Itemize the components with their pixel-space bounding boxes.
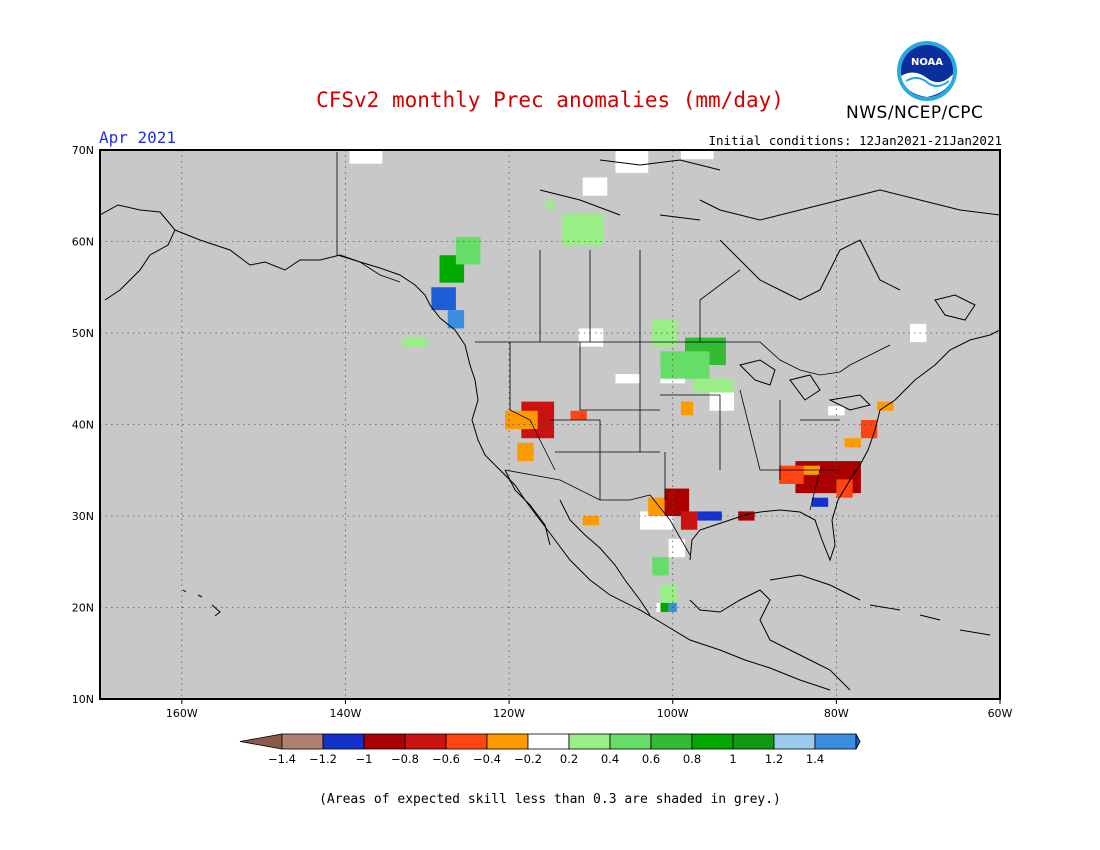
- longitude-label: 80W: [824, 707, 849, 720]
- colorbar-label: 1.4: [806, 752, 824, 766]
- near-zero-cell: [615, 374, 640, 384]
- anomaly-cell: [447, 310, 465, 329]
- colorbar-left-arrow: [239, 733, 283, 750]
- anomaly-cell: [738, 511, 755, 521]
- anomaly-cell: [545, 200, 555, 210]
- grid-lines: [100, 150, 1000, 699]
- anomaly-cells: [349, 150, 927, 613]
- colorbar-label: 0.4: [601, 752, 619, 766]
- colorbar-label: −0.2: [514, 752, 542, 766]
- anomaly-cell: [811, 497, 829, 507]
- anomaly-cell: [660, 351, 710, 379]
- colorbar-swatch: [773, 733, 816, 750]
- colorbar-swatch: [486, 733, 529, 750]
- colorbar: −1.4 −1.2 −1 −0.8 −0.6 −0.4 −0.2 0.2 0.4 0.6 0.8 1 1…: [239, 733, 861, 766]
- colorbar-swatch: [322, 733, 365, 750]
- longitude-label: 100W: [657, 707, 689, 720]
- near-zero-cell: [349, 150, 383, 164]
- latitude-label: 30N: [72, 510, 94, 523]
- longitude-labels: 160W 140W 120W 100W 80W 60W: [166, 699, 1013, 720]
- forecast-month: Apr 2021: [99, 128, 177, 147]
- colorbar-swatch: [527, 733, 570, 750]
- noaa-logo-text: NOAA: [911, 57, 943, 68]
- near-zero-cell: [615, 150, 649, 173]
- anomaly-cell: [570, 410, 587, 420]
- colorbar-label: 0.6: [642, 752, 660, 766]
- anomaly-cell: [582, 516, 600, 526]
- near-zero-cell: [680, 150, 714, 160]
- longitude-label: 140W: [330, 707, 362, 720]
- colorbar-label: 1: [729, 752, 736, 766]
- colorbar-swatch: [691, 733, 734, 750]
- colorbar-swatch: [445, 733, 488, 750]
- latitude-labels: 70N 60N 50N 40N 30N 20N 10N: [72, 144, 94, 706]
- colorbar-label: 1.2: [765, 752, 783, 766]
- anomaly-cell: [648, 497, 665, 516]
- footnote: (Areas of expected skill less than 0.3 a…: [319, 792, 781, 807]
- anomaly-cell: [517, 442, 534, 462]
- colorbar-label: −0.6: [432, 752, 460, 766]
- anomaly-cell: [660, 584, 677, 603]
- coastlines: [100, 159, 1000, 691]
- near-zero-cell: [828, 406, 845, 416]
- anomaly-cell: [693, 378, 735, 393]
- colorbar-label: −1: [356, 752, 373, 766]
- initial-conditions: Initial conditions: 12Jan2021-21Jan2021: [708, 133, 1003, 148]
- noaa-logo: NOAA: [897, 41, 957, 101]
- colorbar-label: 0.8: [683, 752, 701, 766]
- anomaly-cell: [455, 236, 481, 265]
- anomaly-cell: [680, 401, 694, 416]
- colorbar-swatch: [404, 733, 447, 750]
- anomaly-cell: [562, 214, 604, 247]
- colorbar-swatch: [609, 733, 652, 750]
- anomaly-cell: [431, 287, 456, 311]
- near-zero-cell: [910, 323, 927, 343]
- latitude-label: 50N: [72, 327, 94, 340]
- anomaly-cell: [652, 557, 669, 576]
- colorbar-swatch: [814, 733, 857, 750]
- colorbar-swatch: [281, 733, 324, 750]
- colorbar-swatch: [732, 733, 775, 750]
- agency-label: NWS/NCEP/CPC: [846, 103, 984, 123]
- colorbar-right-arrow: [855, 733, 861, 750]
- anomaly-cell: [402, 337, 428, 347]
- near-zero-cell: [582, 177, 608, 196]
- longitude-label: 160W: [166, 707, 198, 720]
- map-title: CFSv2 monthly Prec anomalies (mm/day): [316, 88, 784, 112]
- latitude-label: 10N: [72, 693, 94, 706]
- map-frame: [99, 149, 1001, 700]
- colorbar-swatch: [650, 733, 693, 750]
- near-zero-cell: [578, 328, 604, 347]
- colorbar-label: −1.4: [268, 752, 296, 766]
- anomaly-cell: [680, 511, 698, 530]
- latitude-label: 40N: [72, 419, 94, 432]
- latitude-label: 20N: [72, 602, 94, 615]
- latitude-label: 60N: [72, 236, 94, 249]
- longitude-label: 60W: [988, 707, 1013, 720]
- anomaly-cell: [779, 465, 804, 484]
- near-zero-cell: [709, 392, 735, 411]
- colorbar-swatch: [568, 733, 611, 750]
- anomaly-cell: [844, 438, 861, 448]
- colorbar-label: −1.2: [309, 752, 337, 766]
- political-borders: [336, 152, 891, 556]
- colorbar-label: −0.8: [391, 752, 419, 766]
- colorbar-swatch: [363, 733, 406, 750]
- latitude-label: 70N: [72, 144, 94, 157]
- colorbar-label: 0.2: [560, 752, 578, 766]
- colorbar-label: −0.4: [473, 752, 501, 766]
- anomaly-cell: [660, 602, 669, 613]
- longitude-label: 120W: [493, 707, 525, 720]
- anomaly-cell: [697, 511, 722, 521]
